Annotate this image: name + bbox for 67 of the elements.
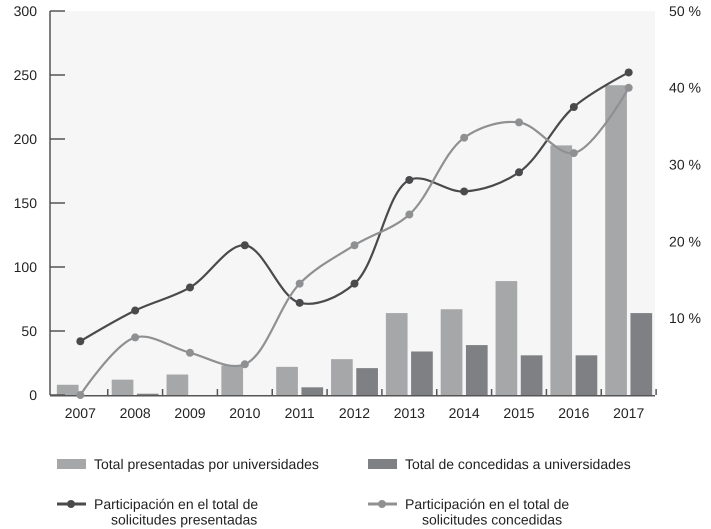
bar (221, 366, 244, 395)
point (515, 118, 524, 126)
x-tick-label: 2007 (64, 405, 96, 421)
point (515, 168, 524, 176)
point (240, 360, 249, 368)
point (570, 103, 578, 111)
point (570, 149, 578, 158)
y-tick-label: 0 (29, 386, 38, 403)
bar (166, 374, 188, 395)
point (76, 337, 84, 346)
x-tick-label: 2013 (394, 405, 426, 421)
bar (331, 359, 353, 395)
x-tick-label: 2016 (558, 405, 590, 421)
y-tick-label: 200 (14, 130, 38, 147)
x-tick-label: 2010 (229, 405, 261, 421)
x-tick-label: 2008 (120, 405, 151, 421)
point (405, 176, 414, 184)
point (186, 283, 194, 292)
bar (276, 366, 298, 395)
point (624, 84, 633, 92)
legend-label: Total presentadas por universidades (94, 456, 319, 472)
point (131, 333, 140, 342)
y-tick-label: 100 (14, 258, 38, 275)
y2-tick-label: 40 % (669, 80, 701, 96)
point (405, 210, 414, 219)
point (296, 280, 304, 288)
bar (386, 313, 408, 395)
bar (496, 281, 518, 395)
bar (440, 309, 462, 395)
point (131, 306, 140, 315)
y2-tick-label: 30 % (669, 156, 701, 172)
bar (56, 384, 79, 395)
bar (576, 355, 598, 395)
point (460, 187, 468, 196)
x-tick-label: 2014 (448, 405, 480, 421)
legend-label: Participación en el total de solicitudes concedidas (405, 496, 570, 528)
point (186, 348, 194, 357)
legend-label: Participación en el total de solicitudes presentadas (94, 496, 258, 528)
x-tick-label: 2009 (174, 405, 206, 421)
y2-tick-label: 50 % (669, 2, 701, 19)
bar (411, 351, 433, 395)
x-tick-label: 2015 (503, 405, 535, 421)
point (296, 298, 304, 307)
bar (520, 355, 542, 395)
point (350, 280, 358, 288)
bar (112, 380, 134, 395)
bar (356, 368, 378, 395)
bar (550, 145, 572, 395)
y-tick-label: 50 (21, 322, 38, 339)
y2-tick-label: 20 % (669, 233, 701, 250)
y-tick-label: 250 (14, 66, 38, 83)
point (624, 68, 633, 76)
point (240, 241, 249, 250)
point (76, 391, 84, 399)
y-tick-label: 300 (14, 2, 38, 19)
x-tick-label: 2012 (338, 405, 370, 421)
legend-label: Total de concedidas a universidades (405, 456, 631, 472)
bar (630, 313, 652, 395)
point (460, 134, 468, 142)
point (350, 241, 358, 250)
x-tick-label: 2011 (284, 405, 315, 421)
x-tick-label: 2017 (613, 405, 644, 421)
bar (301, 387, 324, 395)
bar (605, 85, 627, 395)
bar (466, 345, 488, 395)
y-tick-label: 150 (14, 194, 38, 211)
y2-tick-label: 10 % (669, 310, 701, 326)
